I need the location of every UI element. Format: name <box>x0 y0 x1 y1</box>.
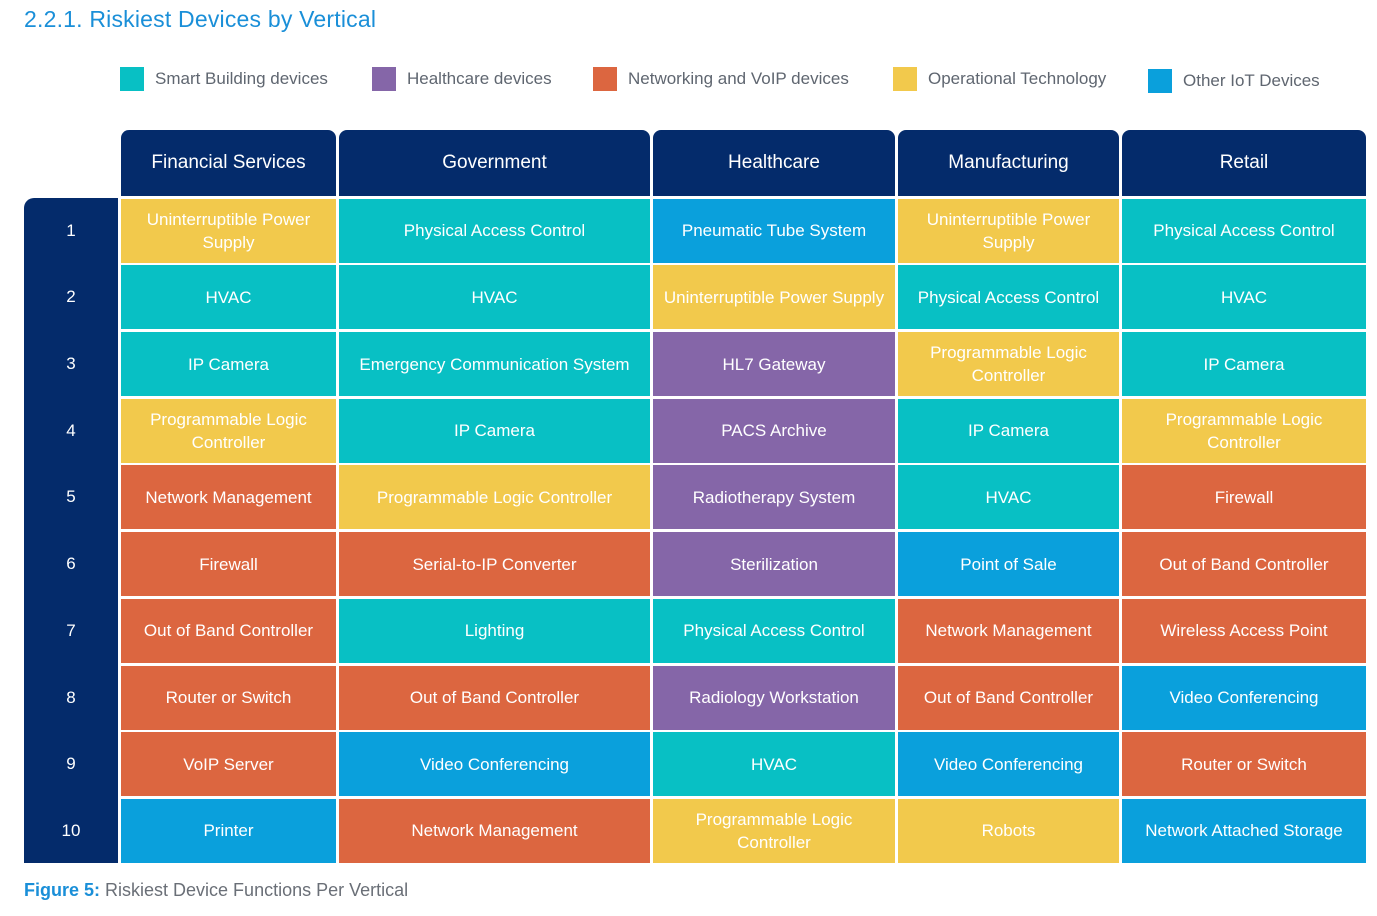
device-cell: Network Management <box>121 465 336 530</box>
device-cell: Video Conferencing <box>898 732 1119 797</box>
device-cell: Firewall <box>121 532 336 597</box>
device-cell: Out of Band Controller <box>898 665 1119 730</box>
device-cell: IP Camera <box>339 398 650 463</box>
column-header: Manufacturing <box>898 130 1119 196</box>
device-cell: Firewall <box>1122 465 1366 530</box>
device-cell: Router or Switch <box>121 665 336 730</box>
device-cell: IP Camera <box>898 398 1119 463</box>
legend-label: Other IoT Devices <box>1183 71 1320 90</box>
device-cell: Physical Access Control <box>898 265 1119 330</box>
rank-cell: 6 <box>66 554 76 574</box>
legend: Smart Building devices Healthcare devices… <box>0 64 1377 98</box>
device-cell: Network Attached Storage <box>1122 798 1366 863</box>
rank-cell: 5 <box>66 487 76 507</box>
device-cell: Programmable Logic Controller <box>653 798 895 863</box>
device-cell: IP Camera <box>121 332 336 397</box>
caption-text: Riskiest Device Functions Per Vertical <box>105 880 409 900</box>
device-cell: Network Management <box>339 798 650 863</box>
legend-swatch <box>1148 69 1172 93</box>
legend-item-iot: Other IoT Devices <box>1148 66 1320 96</box>
device-cell: HL7 Gateway <box>653 332 895 397</box>
section-title: 2.2.1. Riskiest Devices by Vertical <box>24 6 377 32</box>
rank-cell: 9 <box>66 754 76 774</box>
device-cell: IP Camera <box>1122 332 1366 397</box>
device-cell: Serial-to-IP Converter <box>339 532 650 597</box>
riskiest-devices-table: Financial Services Government Healthcare Ma… <box>24 130 1366 863</box>
device-cell: Out of Band Controller <box>1122 532 1366 597</box>
column-header: Healthcare <box>653 130 895 196</box>
legend-label: Operational Technology <box>928 69 1107 88</box>
rank-cell: 4 <box>66 420 76 440</box>
rank-cell: 7 <box>66 620 76 640</box>
rank-cell: 3 <box>66 354 76 374</box>
caption-label: Figure 5: <box>24 880 101 900</box>
legend-swatch <box>593 67 617 91</box>
legend-item-ot: Operational Technology <box>893 64 1106 94</box>
device-cell: Uninterruptible Power Supply <box>898 198 1119 263</box>
column-header: Financial Services <box>121 130 336 196</box>
device-cell: Physical Access Control <box>1122 198 1366 263</box>
device-cell: Printer <box>121 798 336 863</box>
column-header: Retail <box>1122 130 1366 196</box>
device-cell: HVAC <box>121 265 336 330</box>
device-cell: HVAC <box>339 265 650 330</box>
device-cell: Network Management <box>898 598 1119 663</box>
device-cell: Programmable Logic Controller <box>339 465 650 530</box>
legend-label: Healthcare devices <box>407 69 552 88</box>
device-cell: Out of Band Controller <box>339 665 650 730</box>
device-cell: Lighting <box>339 598 650 663</box>
device-cell: Point of Sale <box>898 532 1119 597</box>
device-cell: Physical Access Control <box>653 598 895 663</box>
device-cell: HVAC <box>898 465 1119 530</box>
legend-swatch <box>372 67 396 91</box>
device-cell: Radiotherapy System <box>653 465 895 530</box>
legend-swatch <box>893 67 917 91</box>
device-cell: Uninterruptible Power Supply <box>653 265 895 330</box>
device-cell: VoIP Server <box>121 732 336 797</box>
rank-cell: 1 <box>66 220 76 240</box>
legend-item-net: Networking and VoIP devices <box>593 64 849 94</box>
device-cell: HVAC <box>1122 265 1366 330</box>
device-cell: Sterilization <box>653 532 895 597</box>
device-cell: Video Conferencing <box>339 732 650 797</box>
legend-item-smart: Smart Building devices <box>120 64 328 94</box>
device-cell: Physical Access Control <box>339 198 650 263</box>
figure-caption: Figure 5: Riskiest Device Functions Per … <box>24 880 408 901</box>
device-cell: Programmable Logic Controller <box>898 332 1119 397</box>
column-header: Government <box>339 130 650 196</box>
legend-swatch <box>120 67 144 91</box>
table-corner <box>24 130 118 196</box>
rank-cell: 8 <box>66 687 76 707</box>
device-cell: Programmable Logic Controller <box>121 398 336 463</box>
device-cell: Robots <box>898 798 1119 863</box>
device-cell: Emergency Communication System <box>339 332 650 397</box>
legend-label: Networking and VoIP devices <box>628 69 849 88</box>
device-cell: Programmable Logic Controller <box>1122 398 1366 463</box>
rank-cell: 2 <box>66 287 76 307</box>
device-cell: Wireless Access Point <box>1122 598 1366 663</box>
device-cell: Video Conferencing <box>1122 665 1366 730</box>
legend-label: Smart Building devices <box>155 69 328 88</box>
rank-column-background <box>24 198 118 863</box>
device-cell: Radiology Workstation <box>653 665 895 730</box>
device-cell: HVAC <box>653 732 895 797</box>
device-cell: Router or Switch <box>1122 732 1366 797</box>
device-cell: Uninterruptible Power Supply <box>121 198 336 263</box>
rank-cell: 10 <box>61 820 81 840</box>
device-cell: PACS Archive <box>653 398 895 463</box>
legend-item-health: Healthcare devices <box>372 64 552 94</box>
device-cell: Out of Band Controller <box>121 598 336 663</box>
device-cell: Pneumatic Tube System <box>653 198 895 263</box>
